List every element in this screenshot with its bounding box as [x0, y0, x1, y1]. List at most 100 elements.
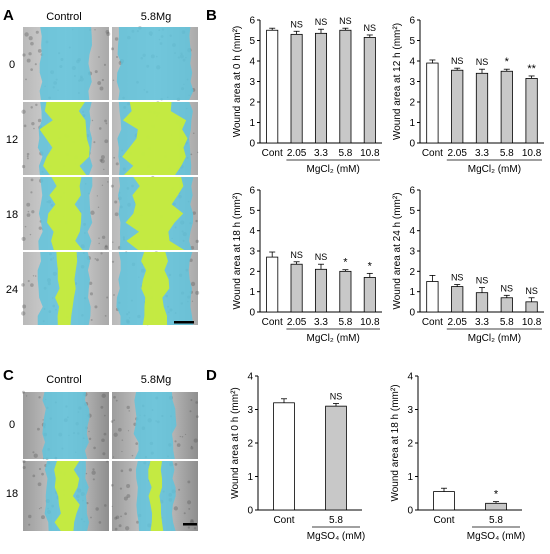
bar-10.8 [525, 78, 538, 144]
group-label: MgSO₄ (mM) [307, 531, 366, 542]
significance-label: * [505, 56, 510, 68]
chart-d2: 0 1 2 3 4 Wound area at 18 h (mm²) Cont * 5.8 MgS… [390, 372, 525, 543]
bar-Cont [433, 491, 455, 511]
row-label-18h-a: 18 [6, 209, 18, 221]
y-tick-label: 0 [407, 506, 413, 517]
y-axis-label: Wound area at 12 h (mm²) [392, 23, 403, 140]
bar-3.3 [314, 268, 328, 313]
y-tick-label: 0 [249, 139, 255, 150]
significance-label: NS [451, 56, 464, 66]
bar-3.3 [314, 32, 328, 144]
bar-10.8 [525, 301, 538, 313]
significance-label: ** [527, 63, 536, 75]
bar-2.05 [451, 286, 464, 313]
y-tick-label: 1 [409, 118, 415, 129]
significance-label: * [494, 489, 499, 501]
y-axis-label: Wound area at 0 h (mm²) [232, 26, 243, 138]
category-label: 5.8 [489, 515, 503, 526]
bar-Cont [266, 29, 279, 144]
chart-b1: 0 1 2 3 4 5 6 Wound area at 0 h (mm²) Cont NS 2.05… [232, 16, 382, 175]
bar-2.05 [451, 69, 464, 144]
y-axis-label: Wound area at 18 h (mm²) [232, 192, 243, 309]
bar-3.3 [475, 72, 489, 144]
col-label-mg-c: 5.8Mg [141, 374, 172, 386]
category-label: 3.3 [314, 317, 328, 328]
panel-label-d: D [206, 367, 217, 384]
col-label-control-c: Control [46, 374, 81, 386]
y-tick-label: 4 [247, 372, 253, 383]
category-label: Cont [433, 515, 454, 526]
y-tick-label: 6 [409, 186, 415, 197]
bar-3.3 [475, 292, 489, 313]
significance-label: NS [315, 252, 328, 262]
significance-label: NS [501, 283, 514, 293]
scale-bar-c [183, 523, 197, 526]
category-label: 5.8 [338, 317, 352, 328]
micrograph-mg-row-2 [110, 175, 199, 250]
panel-c-micrographs: Control 5.8Mg 0 18 [6, 374, 199, 531]
category-label: 2.05 [287, 317, 307, 328]
y-tick-label: 2 [409, 267, 415, 278]
micrograph-mg-0h [110, 392, 199, 459]
category-label: 3.3 [475, 317, 489, 328]
category-label: 5.8 [500, 148, 514, 159]
bar-2.05 [290, 33, 303, 144]
y-tick-label: 0 [249, 308, 255, 319]
panel-a-micrographs: Control 5.8Mg 0 12 18 24 [6, 11, 200, 326]
y-tick-label: 1 [407, 472, 413, 483]
bar-5.8 [325, 405, 347, 511]
panel-label-c: C [3, 367, 14, 384]
y-tick-label: 3 [409, 247, 415, 258]
y-tick-label: 3 [247, 405, 253, 416]
y-tick-label: 3 [249, 77, 255, 88]
y-tick-label: 2 [407, 439, 413, 450]
y-tick-label: 1 [249, 118, 255, 129]
category-label: 2.05 [447, 317, 467, 328]
y-tick-label: 6 [409, 16, 415, 27]
micrograph-mg-row-3 [111, 251, 200, 326]
y-axis-label: Wound area at 18 h (mm²) [390, 384, 401, 501]
y-tick-label: 3 [407, 405, 413, 416]
category-label: 5.8 [500, 317, 514, 328]
col-label-control-a: Control [46, 11, 81, 23]
group-label: MgCl₂ (mM) [468, 333, 521, 344]
y-tick-label: 6 [249, 186, 255, 197]
significance-label: NS [476, 276, 489, 286]
category-label: 5.8 [329, 515, 343, 526]
y-tick-label: 4 [249, 226, 255, 237]
y-tick-label: 5 [249, 36, 255, 47]
panel-label-b: B [206, 7, 217, 24]
bar-Cont [426, 62, 439, 144]
micrograph-mg-18h [110, 461, 198, 531]
y-tick-label: 0 [409, 308, 415, 319]
y-tick-label: 1 [247, 472, 253, 483]
col-label-mg-a: 5.8Mg [141, 11, 172, 23]
significance-label: NS [525, 286, 538, 296]
significance-label: * [368, 260, 373, 272]
category-label: 10.8 [360, 317, 380, 328]
category-label: 2.05 [447, 148, 467, 159]
y-tick-label: 5 [409, 206, 415, 217]
bar-10.8 [363, 37, 376, 144]
bar-5.8 [500, 70, 513, 144]
category-label: Cont [273, 515, 294, 526]
micrograph-mg-row-0 [111, 26, 198, 102]
group-label: MgCl₂ (mM) [307, 164, 360, 175]
y-tick-label: 2 [247, 439, 253, 450]
significance-label: NS [339, 16, 352, 26]
y-axis-label: Wound area at 24 h (mm²) [392, 192, 403, 309]
y-tick-label: 2 [409, 98, 415, 109]
bar-Cont [426, 281, 439, 313]
row-label-24h-a: 24 [6, 284, 18, 296]
row-label-0h-c: 0 [9, 419, 15, 431]
y-tick-label: 4 [249, 57, 255, 68]
panel-label-a: A [3, 7, 14, 24]
y-tick-label: 5 [249, 206, 255, 217]
group-label: MgSO₄ (mM) [467, 531, 526, 542]
significance-label: NS [451, 273, 464, 283]
bar-10.8 [363, 277, 376, 313]
y-tick-label: 5 [409, 36, 415, 47]
bar-5.8 [485, 502, 507, 511]
category-label: 2.05 [287, 148, 307, 159]
